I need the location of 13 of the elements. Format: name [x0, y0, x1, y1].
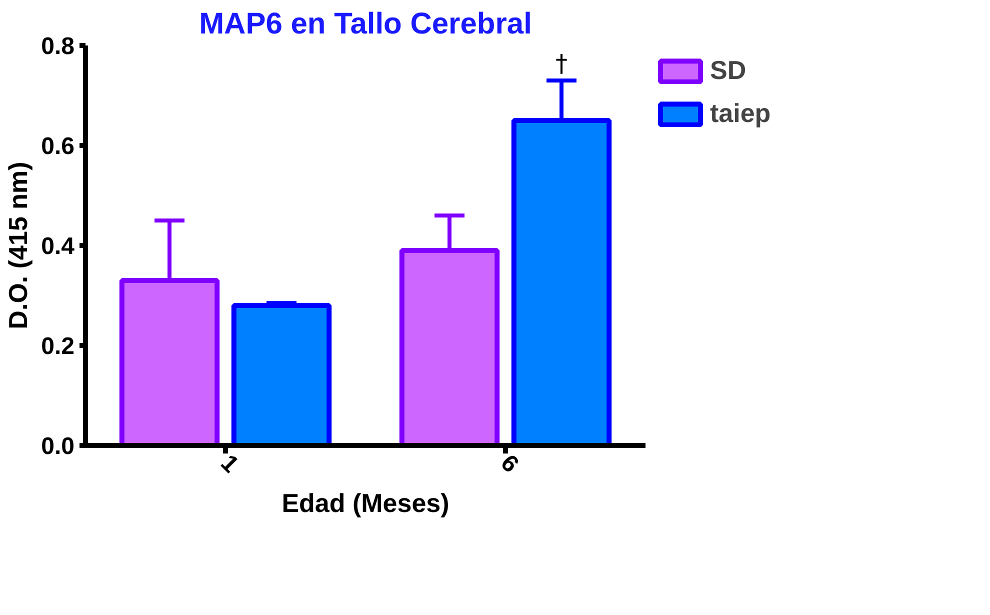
- x-axis-title: Edad (Meses): [282, 488, 450, 518]
- y-tick-label: 0.6: [41, 133, 75, 160]
- x-tick-label: 1: [215, 450, 244, 478]
- y-tick-label: 0.8: [41, 33, 75, 60]
- y-axis-title: D.O. (415 nm): [3, 162, 34, 330]
- y-tick-label: 0.4: [41, 233, 76, 260]
- annotation: †: [556, 50, 568, 78]
- x-tick-label: 6: [495, 450, 524, 478]
- legend-label: SD: [710, 55, 746, 86]
- chart-title: MAP6 en Tallo Cerebral: [199, 8, 532, 40]
- legend-label: taiep: [710, 98, 771, 129]
- y-tick-label: 0.0: [41, 433, 75, 460]
- y-tick-label: 0.2: [41, 333, 75, 360]
